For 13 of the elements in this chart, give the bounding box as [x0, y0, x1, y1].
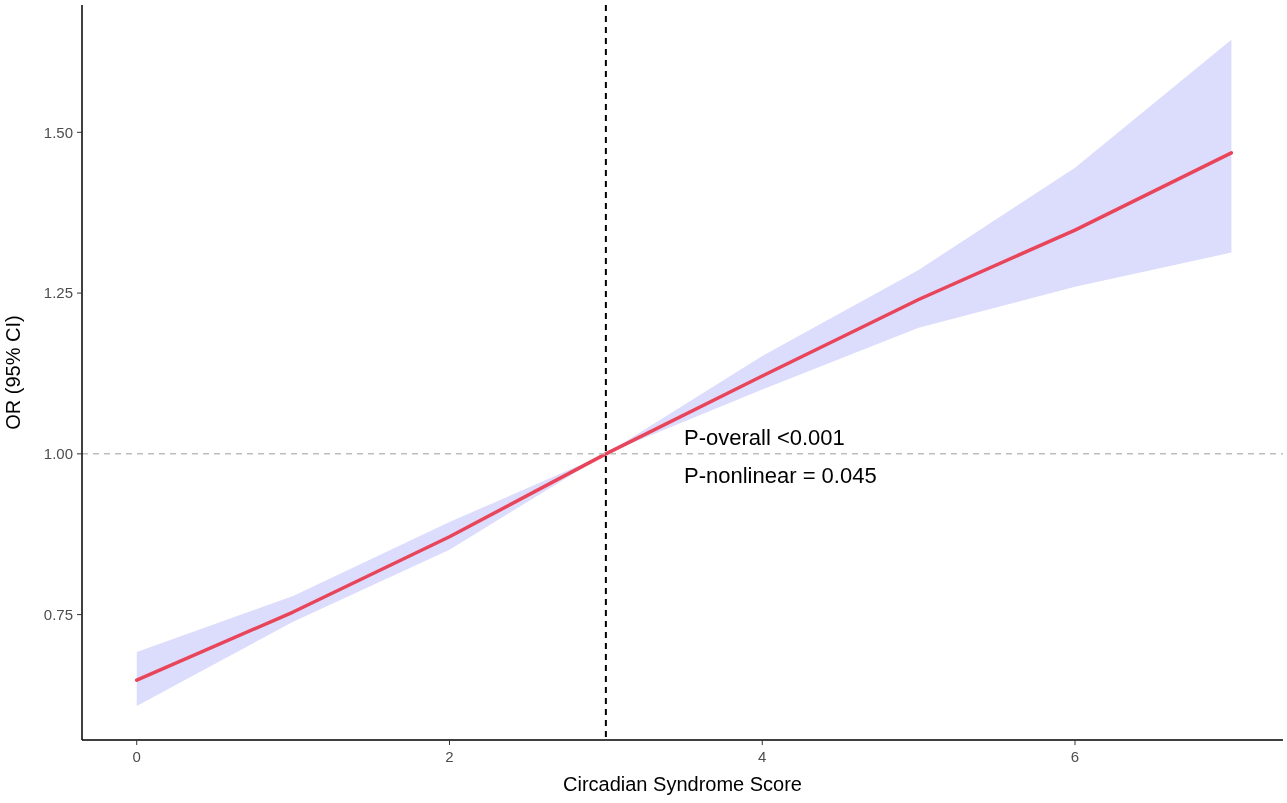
x-tick-label: 4: [758, 748, 767, 765]
x-tick-label: 2: [445, 748, 454, 765]
y-tick-label: 1.25: [43, 284, 73, 302]
x-tick-label: 0: [132, 748, 141, 765]
y-tick-label: 1.50: [43, 123, 73, 141]
y-tick-label: 1.00: [43, 445, 73, 463]
annotation: P-nonlinear = 0.045: [684, 463, 877, 488]
line-series: [134, 151, 1234, 682]
annotation: P-overall <0.001: [684, 425, 845, 450]
y-axis-title: OR (95% CI): [2, 315, 24, 430]
y-tick-label: 0.75: [43, 605, 73, 623]
x-axis-title: Circadian Syndrome Score: [563, 773, 802, 795]
x-tick-label: 6: [1070, 748, 1080, 765]
